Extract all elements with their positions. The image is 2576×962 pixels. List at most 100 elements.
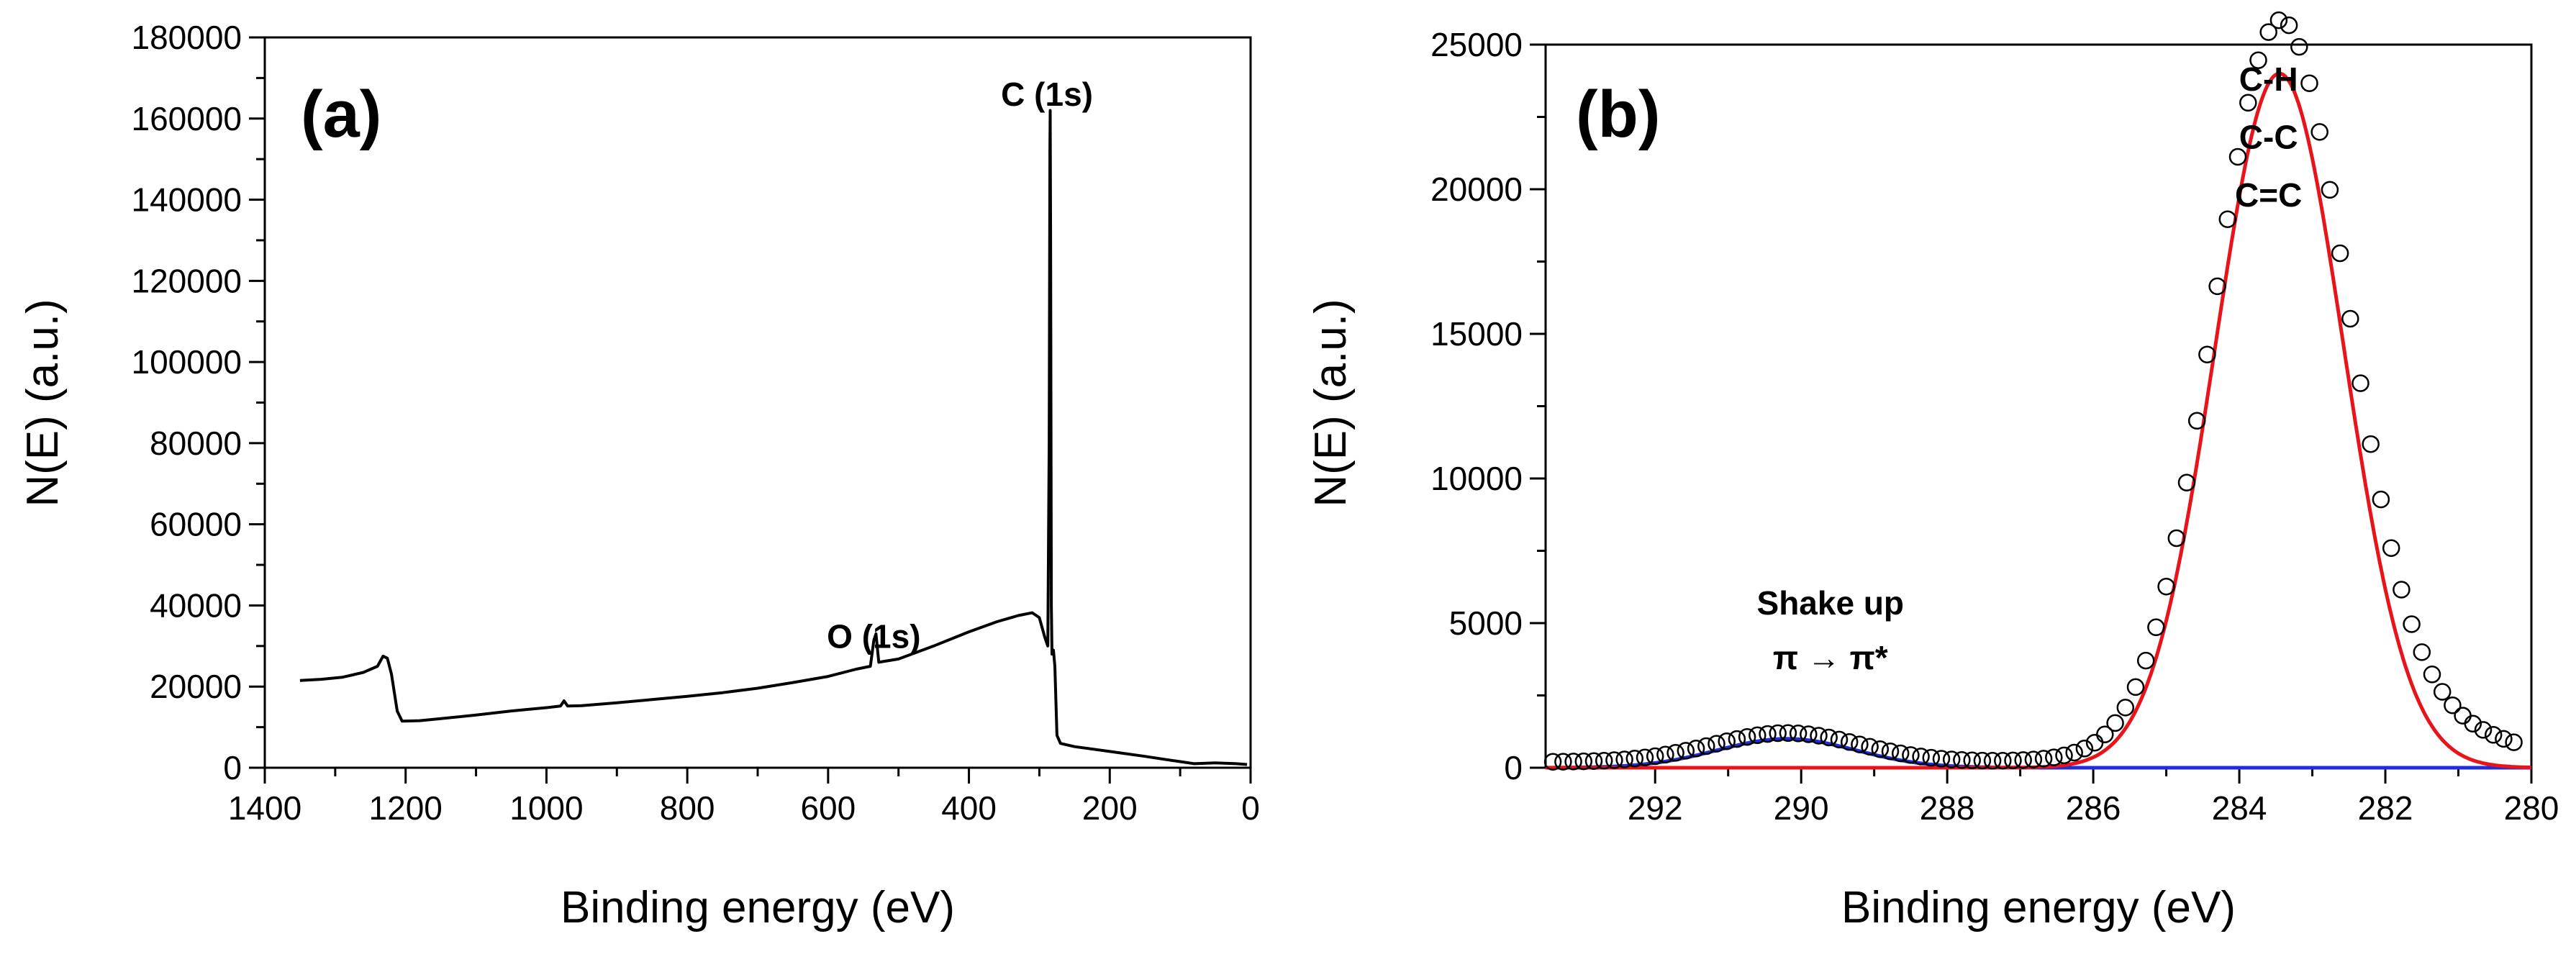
data-point xyxy=(1687,740,1705,758)
data-point xyxy=(2106,714,2124,732)
data-point xyxy=(1595,751,1613,770)
data-point xyxy=(2351,374,2369,392)
data-point xyxy=(2157,577,2175,596)
panel-a-x-tick-label: 200 xyxy=(1082,789,1138,827)
panel-b-y-tick-label: 0 xyxy=(1504,749,1523,786)
data-point xyxy=(2505,733,2523,751)
data-point xyxy=(2290,37,2308,56)
panel-b-y-tick-label: 5000 xyxy=(1449,604,1523,642)
c-c-annotation: C-C xyxy=(2239,119,2298,156)
data-point xyxy=(2321,181,2339,199)
data-point xyxy=(2269,11,2288,30)
data-point xyxy=(1902,746,1920,764)
data-point xyxy=(2136,651,2155,670)
panel-a-y-tick-label: 120000 xyxy=(132,262,242,299)
data-point xyxy=(2331,244,2349,263)
data-point xyxy=(2045,748,2063,766)
panel-b-frame xyxy=(1544,43,2533,769)
data-point xyxy=(2403,615,2421,633)
main-peak-fit-line xyxy=(1546,71,2532,770)
data-point xyxy=(1881,742,1900,761)
data-point xyxy=(2228,148,2247,166)
data-point xyxy=(1994,751,2012,770)
panel-b-x-tick-label: 282 xyxy=(2358,789,2413,827)
c1s-annotation: C (1s) xyxy=(1001,76,1093,113)
panel-b-x-tick-label: 280 xyxy=(2504,789,2559,827)
data-point xyxy=(1584,752,1603,770)
panel-b-x-tick-label: 290 xyxy=(1774,789,1829,827)
data-point xyxy=(1677,742,1695,760)
data-point xyxy=(2310,123,2328,141)
data-point xyxy=(2177,473,2196,491)
panel-a-x-tick-label: 600 xyxy=(800,789,856,827)
data-point xyxy=(2096,725,2114,743)
data-point xyxy=(1820,728,1838,747)
panel-b-y-tick-label: 15000 xyxy=(1430,315,1523,353)
data-point xyxy=(2055,746,2073,765)
data-point xyxy=(2004,751,2022,770)
panel-b: 292 290 288 286 284 282 280 0 5000 10000 15000 200… xyxy=(1306,11,2559,932)
data-point xyxy=(1891,744,1910,763)
data-point xyxy=(1830,730,1849,749)
data-point xyxy=(1983,752,2002,770)
panel-a-x-tick-label: 0 xyxy=(1241,789,1260,827)
data-point xyxy=(2300,74,2318,92)
panel-b-series xyxy=(1543,11,2532,771)
data-point xyxy=(2393,581,2411,599)
data-point xyxy=(2382,539,2400,557)
panel-a-x-ticks: 1400 1200 1000 800 600 400 200 0 xyxy=(228,768,1260,827)
panel-b-x-ticks: 292 290 288 286 284 282 280 xyxy=(1628,768,2559,827)
data-point xyxy=(1718,732,1736,750)
data-point xyxy=(1800,725,1818,743)
data-point xyxy=(2218,210,2237,228)
panel-b-y-tick-label: 25000 xyxy=(1430,26,1523,63)
data-point xyxy=(2065,743,2083,762)
data-point xyxy=(2280,16,2298,35)
panel-a-series xyxy=(299,109,1248,766)
data-point xyxy=(1789,725,1808,743)
data-point xyxy=(2024,750,2043,768)
data-point xyxy=(2167,529,2186,548)
panel-a: 1400 1200 1000 800 600 400 200 0 0 20000 40000 600… xyxy=(18,19,1260,932)
pi-transition-annotation: π → π* xyxy=(1773,639,1888,676)
data-point xyxy=(2116,699,2135,717)
data-point xyxy=(1625,750,1644,768)
panel-a-x-axis-label: Binding energy (eV) xyxy=(561,883,955,932)
data-point xyxy=(1759,725,1777,743)
data-point xyxy=(1636,748,1654,767)
panel-a-x-tick-label: 1200 xyxy=(369,789,443,827)
data-point xyxy=(1646,747,1664,766)
data-point xyxy=(1963,751,1981,770)
panel-a-y-tick-label: 140000 xyxy=(132,181,242,219)
data-point xyxy=(2187,412,2206,430)
data-point xyxy=(2454,707,2472,725)
panel-a-label: (a) xyxy=(301,78,381,151)
data-point xyxy=(2208,277,2226,296)
data-point xyxy=(1543,753,1562,771)
panel-a-y-tick-label: 60000 xyxy=(150,506,242,543)
panel-a-x-tick-label: 800 xyxy=(660,789,715,827)
data-point xyxy=(2495,730,2513,748)
data-point xyxy=(2014,751,2032,769)
data-point xyxy=(2341,309,2359,328)
data-point xyxy=(1810,727,1828,745)
data-point xyxy=(2413,643,2431,661)
data-point xyxy=(2423,666,2441,684)
data-point xyxy=(1554,753,1572,771)
panel-a-y-tick-label: 40000 xyxy=(150,586,242,624)
data-point xyxy=(2372,490,2390,509)
data-point xyxy=(2034,750,2053,768)
data-point xyxy=(2474,721,2493,739)
data-point xyxy=(1779,724,1797,743)
panel-b-y-ticks: 0 5000 10000 15000 20000 25000 xyxy=(1430,26,1546,786)
data-point xyxy=(2259,23,2277,41)
data-point xyxy=(1707,735,1725,753)
data-point xyxy=(1861,738,1879,756)
panel-b-x-tick-label: 292 xyxy=(1628,789,1683,827)
data-point xyxy=(2444,696,2462,714)
c-h-annotation: C-H xyxy=(2239,60,2298,98)
data-point xyxy=(1851,735,1869,753)
panel-a-frame xyxy=(263,36,1252,769)
